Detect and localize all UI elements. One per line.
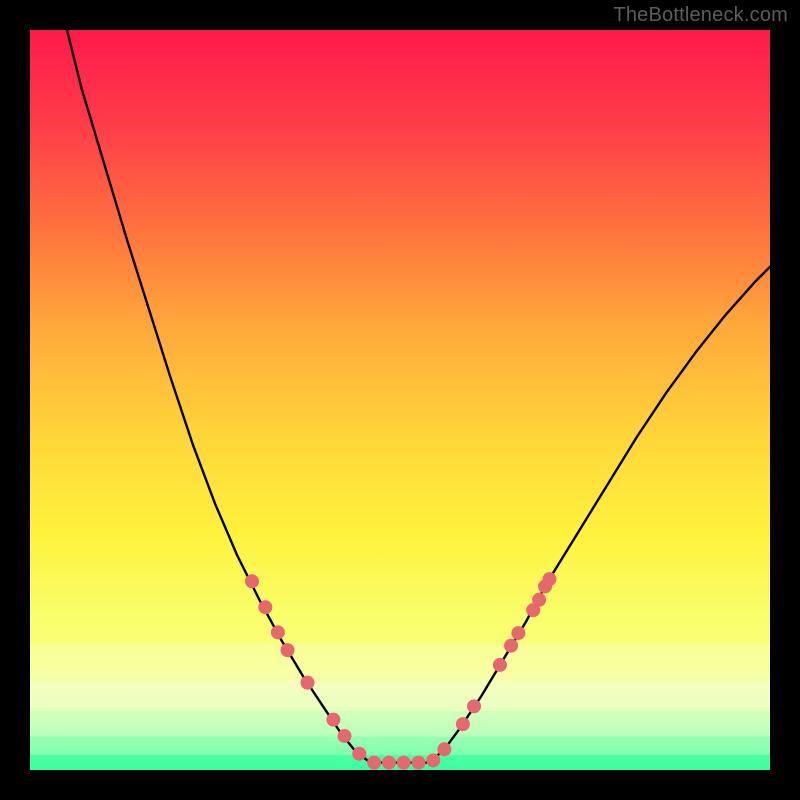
data-marker	[245, 574, 259, 588]
chart-container: TheBottleneck.com	[0, 0, 800, 800]
gradient-band	[30, 644, 770, 681]
data-marker	[532, 593, 546, 607]
data-marker	[258, 600, 272, 614]
data-marker	[437, 742, 451, 756]
data-marker	[382, 756, 396, 770]
data-marker	[412, 756, 426, 770]
data-marker	[504, 639, 518, 653]
data-marker	[493, 658, 507, 672]
data-marker	[456, 717, 470, 731]
bottleneck-curve-chart	[0, 0, 800, 800]
data-marker	[397, 756, 411, 770]
gradient-band	[30, 681, 770, 711]
data-marker	[542, 572, 556, 586]
data-marker	[301, 676, 315, 690]
data-marker	[467, 699, 481, 713]
data-marker	[367, 756, 381, 770]
data-marker	[426, 753, 440, 767]
watermark-text: TheBottleneck.com	[613, 4, 788, 27]
data-marker	[281, 643, 295, 657]
data-marker	[326, 713, 340, 727]
data-marker	[338, 729, 352, 743]
gradient-band	[30, 607, 770, 644]
data-marker	[271, 625, 285, 639]
gradient-band	[30, 737, 770, 756]
gradient-band	[30, 711, 770, 737]
data-marker	[352, 747, 366, 761]
data-marker	[511, 626, 525, 640]
